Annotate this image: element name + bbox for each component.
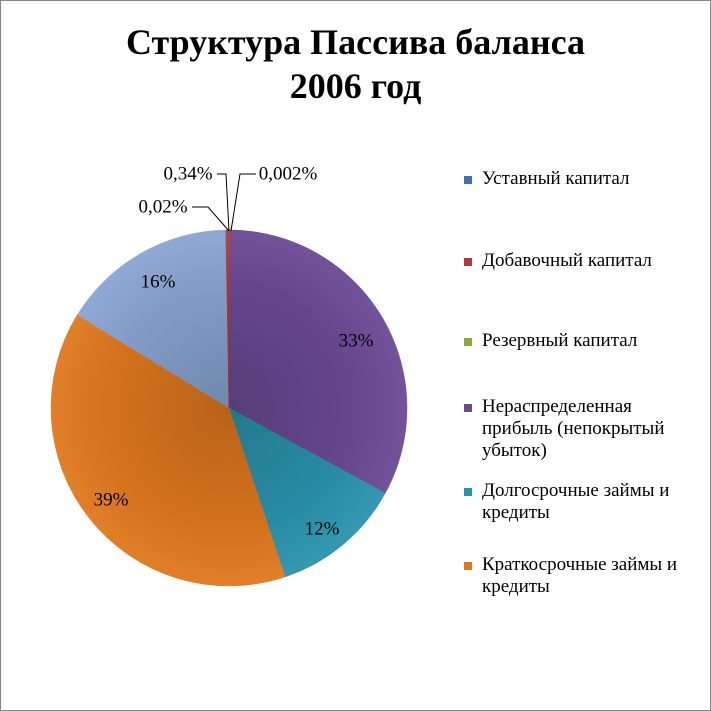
legend-swatch [464, 488, 472, 496]
legend-item-ustavny: Уставный капитал [462, 168, 702, 190]
legend-label: Уставный капитал [482, 168, 630, 189]
legend-swatch [464, 176, 472, 184]
legend-item-kratkosrochnye: Краткосрочные займы и кредиты [462, 554, 702, 598]
legend-swatch [464, 562, 472, 570]
data-label: 0,002% [259, 163, 318, 184]
legend-label: Резервный капитал [482, 330, 638, 351]
chart-title-line-2: 2006 год [289, 66, 422, 106]
leader-line [192, 206, 230, 232]
legend-item-rezervny: Резервный капитал [462, 330, 702, 352]
leader-line [217, 173, 230, 232]
data-label: 0,34% [163, 163, 212, 184]
legend-swatch [464, 258, 472, 266]
data-label: 0,02% [138, 196, 187, 217]
data-label: 12% [305, 518, 340, 539]
pie-slices [50, 229, 408, 587]
chart-title-line-1: Структура Пассива баланса [126, 22, 585, 62]
legend-label: Краткосрочные займы и кредиты [482, 554, 678, 597]
legend-label: Долгосрочные займы и кредиты [482, 480, 670, 523]
legend-swatch [464, 404, 472, 412]
legend-label: Нераспределенная прибыль (непокрытый убы… [482, 396, 665, 461]
legend: Уставный капитал Добавочный капитал Резе… [462, 168, 702, 598]
legend-item-dobavochny: Добавочный капитал [462, 250, 702, 272]
data-label: 33% [339, 330, 374, 351]
data-label: 16% [141, 271, 176, 292]
data-labels: 0,02% 0,34% 0,002% 33% 12% 39% 16% [94, 163, 374, 539]
leader-lines [192, 173, 256, 232]
legend-item-dolgosrochnye: Долгосрочные займы и кредиты [462, 480, 702, 524]
data-label: 39% [94, 489, 129, 510]
leader-line [230, 173, 256, 232]
legend-swatch [464, 338, 472, 346]
chart-title: Структура Пассива баланса 2006 год [0, 20, 711, 108]
legend-label: Добавочный капитал [482, 250, 652, 271]
legend-item-neraspredelennaya: Нераспределенная прибыль (непокрытый убы… [462, 396, 702, 462]
